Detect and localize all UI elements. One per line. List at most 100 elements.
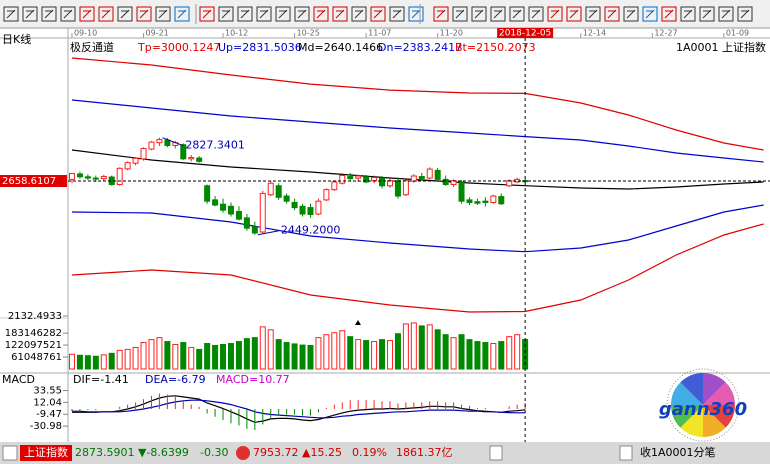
volume-bar (124, 348, 131, 370)
candle-body (339, 175, 346, 184)
toolbar-icon[interactable] (604, 6, 620, 22)
icon-frame[interactable] (3, 6, 19, 22)
icon-frame[interactable] (218, 6, 234, 22)
status-icon[interactable] (2, 445, 18, 461)
icon-frame[interactable] (98, 6, 114, 22)
toolbar-icon[interactable] (136, 6, 152, 22)
toolbar-icon[interactable] (174, 6, 190, 22)
status-icon[interactable] (489, 445, 503, 461)
toolbar-icon[interactable] (79, 6, 95, 22)
toolbar-icon[interactable] (509, 6, 525, 22)
index-name[interactable]: 上证指数 (24, 445, 68, 459)
volume-bar (164, 341, 171, 370)
toolbar-icon[interactable] (408, 6, 424, 22)
icon-frame[interactable] (256, 6, 272, 22)
toolbar-icon[interactable] (218, 6, 234, 22)
y-tick-label: 61048761 (11, 352, 62, 363)
icon-frame[interactable] (661, 6, 677, 22)
toolbar-icon[interactable] (389, 6, 405, 22)
icon-frame[interactable] (408, 6, 424, 22)
icon-frame[interactable] (490, 6, 506, 22)
annotation-leader (257, 230, 279, 236)
toolbar-icon[interactable] (237, 6, 253, 22)
toolbar-icon[interactable] (370, 6, 386, 22)
icon-frame[interactable] (136, 6, 152, 22)
toolbar-icon[interactable] (547, 6, 563, 22)
y-tick-label: 2132.4933 (8, 311, 62, 322)
toolbar-icon[interactable] (98, 6, 114, 22)
icon-frame[interactable] (680, 6, 696, 22)
toolbar-icon[interactable] (117, 6, 133, 22)
icon-frame[interactable] (585, 6, 601, 22)
toolbar-icon[interactable] (642, 6, 658, 22)
toolbar-icon[interactable] (585, 6, 601, 22)
icon-frame[interactable] (623, 6, 639, 22)
icon-frame[interactable] (237, 6, 253, 22)
icon-frame[interactable] (737, 6, 753, 22)
icon-frame[interactable] (509, 6, 525, 22)
icon-frame[interactable] (275, 6, 291, 22)
icon-frame[interactable] (332, 6, 348, 22)
icon-frame[interactable] (699, 6, 715, 22)
status-right[interactable]: 收1A0001分笔 (640, 445, 716, 459)
icon-frame[interactable] (547, 6, 563, 22)
icon-frame[interactable] (60, 6, 76, 22)
icon-frame[interactable] (370, 6, 386, 22)
icon-frame[interactable] (604, 6, 620, 22)
toolbar-icon[interactable] (718, 6, 734, 22)
toolbar-icon[interactable] (623, 6, 639, 22)
toolbar-icon[interactable] (452, 6, 468, 22)
icon-frame[interactable] (155, 6, 171, 22)
icon-frame[interactable] (471, 6, 487, 22)
volume-bar (196, 348, 203, 370)
icon-frame[interactable] (718, 6, 734, 22)
icon-frame[interactable] (351, 6, 367, 22)
icon-frame[interactable] (22, 6, 38, 22)
icon-frame[interactable] (41, 6, 57, 22)
toolbar-icon[interactable] (351, 6, 367, 22)
icon-frame[interactable] (199, 6, 215, 22)
icon-frame[interactable] (452, 6, 468, 22)
icon-frame[interactable] (313, 6, 329, 22)
volume-bar (490, 343, 497, 370)
icon-frame[interactable] (433, 6, 449, 22)
index2-icon[interactable] (236, 446, 250, 460)
series-line (71, 204, 764, 253)
toolbar-icon[interactable] (471, 6, 487, 22)
toolbar-icon[interactable] (199, 6, 215, 22)
toolbar-icon[interactable] (528, 6, 544, 22)
icon-frame[interactable] (174, 6, 190, 22)
toolbar-icon[interactable] (490, 6, 506, 22)
status-icon[interactable] (619, 445, 633, 461)
period-label: 日K线 (2, 32, 31, 46)
toolbar-icon[interactable] (155, 6, 171, 22)
toolbar-icon[interactable] (22, 6, 38, 22)
icon-frame[interactable] (79, 6, 95, 22)
index-name-box[interactable] (20, 445, 72, 461)
toolbar-icon[interactable] (699, 6, 715, 22)
toolbar-icon[interactable] (256, 6, 272, 22)
toolbar-icon[interactable] (3, 6, 19, 22)
toolbar-icon[interactable] (41, 6, 57, 22)
icon-frame[interactable] (528, 6, 544, 22)
toolbar-icon[interactable] (313, 6, 329, 22)
legend-entry: DIF=-1.41 (73, 373, 129, 386)
toolbar-icon[interactable] (661, 6, 677, 22)
toolbar-icon[interactable] (275, 6, 291, 22)
toolbar-icon[interactable] (737, 6, 753, 22)
icon-frame[interactable] (117, 6, 133, 22)
toolbar-icon[interactable] (332, 6, 348, 22)
toolbar-icon[interactable] (294, 6, 310, 22)
toolbar-icon[interactable] (680, 6, 696, 22)
logo-wedge (703, 405, 735, 428)
icon-frame[interactable] (389, 6, 405, 22)
icon-frame[interactable] (566, 6, 582, 22)
volume-bar (84, 355, 91, 370)
icon-frame[interactable] (294, 6, 310, 22)
volume-bar (434, 329, 441, 370)
toolbar-icon[interactable] (433, 6, 449, 22)
candle-body (196, 157, 203, 162)
icon-frame[interactable] (642, 6, 658, 22)
toolbar-icon[interactable] (566, 6, 582, 22)
toolbar-icon[interactable] (60, 6, 76, 22)
